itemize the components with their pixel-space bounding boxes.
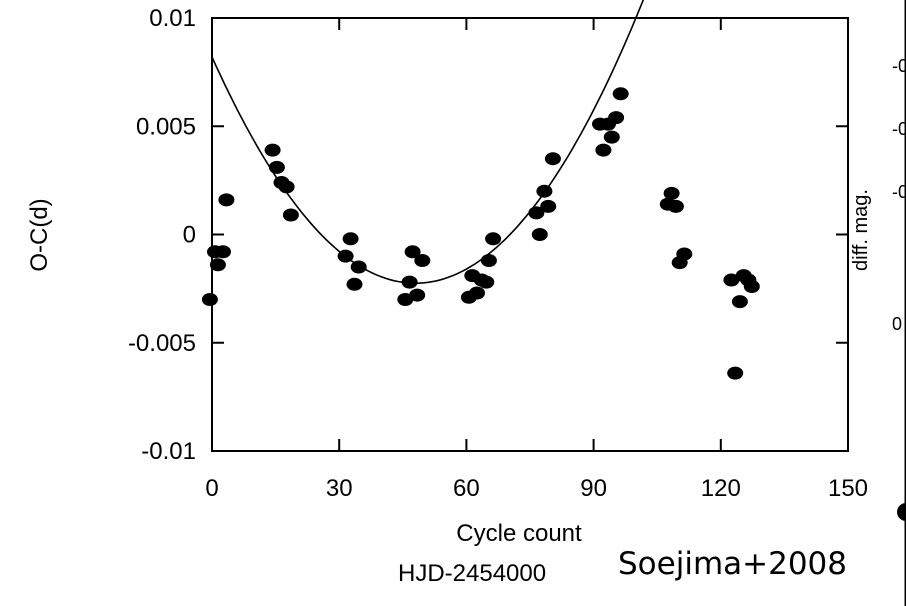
data-point [209, 258, 226, 272]
data-point [667, 199, 684, 213]
axes-layer: 0.01 0.005 0 -0.005 -0.01 0 30 60 90 120 150 [128, 5, 868, 502]
fit-curve [211, 0, 645, 285]
data-point [401, 275, 418, 289]
data-point [731, 295, 748, 309]
x-tick-label: 30 [326, 475, 353, 502]
data-point [342, 232, 359, 246]
adjacent-data-point [897, 503, 906, 521]
data-point [409, 288, 426, 302]
data-point [676, 247, 693, 261]
data-point [218, 193, 235, 207]
data-point [350, 260, 367, 274]
adjacent-tick-label: -0 [892, 182, 906, 202]
data-point [603, 130, 620, 144]
data-point [480, 254, 497, 267]
points-layer [201, 87, 760, 380]
data-point [528, 206, 545, 220]
y-tick-label: -0.01 [141, 438, 196, 465]
hjd-axis-note: HJD-2454000 [398, 560, 547, 587]
data-point [536, 184, 553, 198]
data-point [485, 232, 502, 246]
data-point [337, 249, 354, 263]
fit-layer [211, 0, 645, 285]
data-point [478, 275, 495, 289]
data-point [268, 160, 285, 174]
x-tick-label: 120 [701, 475, 741, 502]
data-point [414, 254, 431, 267]
x-tick-label: 150 [828, 475, 868, 502]
data-point [595, 143, 612, 157]
data-point [743, 280, 760, 293]
adjacent-tick-label: -0 [892, 119, 906, 139]
y-tick-label: -0.005 [128, 330, 196, 357]
data-point [346, 277, 363, 291]
data-point [540, 199, 557, 213]
plot-area: 0.01 0.005 0 -0.005 -0.01 0 30 60 90 120 150 [128, 0, 868, 502]
data-point [397, 293, 414, 306]
plot-frame [211, 17, 849, 452]
data-point [278, 180, 295, 194]
data-point [544, 152, 561, 166]
x-tick-label: 0 [205, 475, 218, 502]
diff-mag-label: diff. mag. [850, 189, 872, 271]
adjacent-tick-label: 0 [892, 314, 902, 334]
data-point [663, 186, 680, 200]
y-axis-title: O-C(d) [26, 198, 53, 271]
data-point [201, 293, 218, 306]
adjacent-tick-label: -0 [892, 56, 906, 76]
y-tick-label: 0 [183, 222, 196, 249]
x-axis-title: Cycle count [456, 520, 582, 547]
y-tick-label: 0.01 [149, 5, 196, 32]
data-point [215, 245, 231, 259]
data-point [612, 87, 629, 101]
y-tick-label: 0.005 [136, 113, 196, 140]
x-tick-label: 60 [453, 475, 480, 502]
data-point [282, 208, 299, 222]
adjacent-plot-fragment: -0 -0 -0 0 diff. mag. [850, 0, 906, 606]
x-tick-label: 90 [580, 475, 607, 502]
data-point [264, 143, 281, 157]
data-point [723, 273, 740, 287]
citation-credit: Soejima+2008 [618, 546, 848, 582]
data-point [404, 245, 421, 259]
data-point [608, 111, 625, 125]
data-point [531, 228, 548, 241]
data-point [469, 286, 485, 300]
data-point [727, 366, 744, 380]
